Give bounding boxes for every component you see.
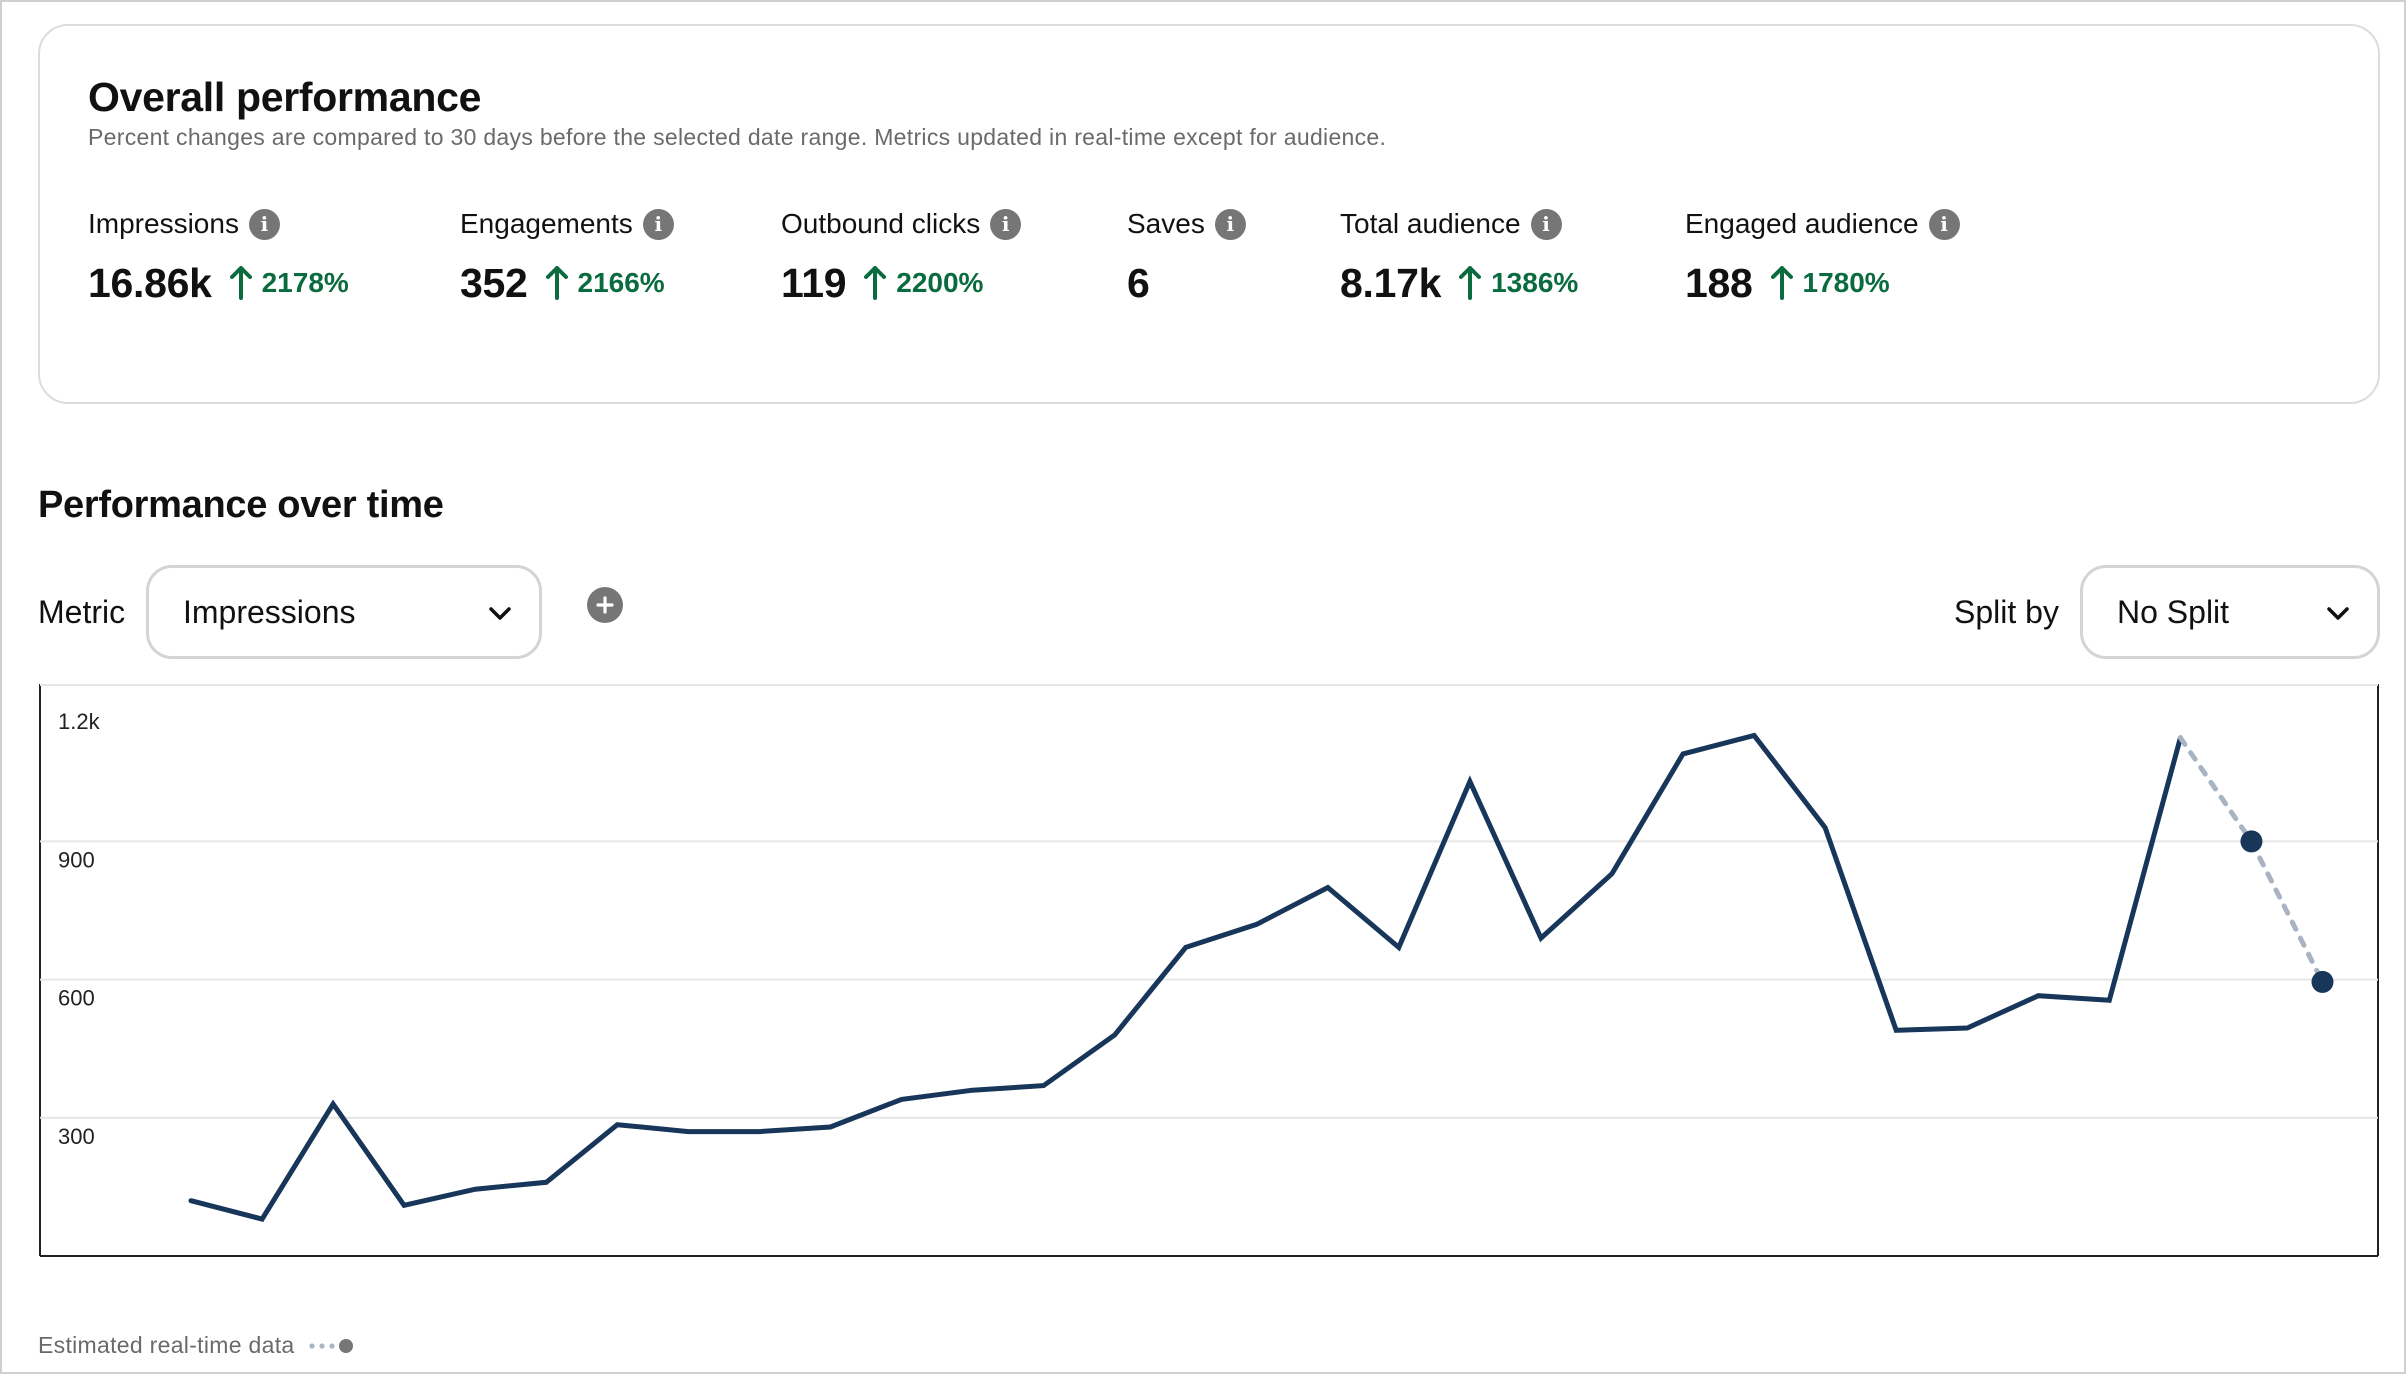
estimated-point: [2240, 830, 2263, 853]
metric-value: 188: [1685, 259, 1753, 306]
chevron-down-icon: [489, 607, 511, 620]
metric-label: Metric: [38, 594, 126, 630]
y-tick-label: 1.2k: [58, 709, 101, 734]
metric-change: 1780%: [1770, 266, 1890, 300]
info-icon[interactable]: i: [642, 208, 674, 240]
estimated-point: [2311, 970, 2334, 993]
metric-label: Engaged audience: [1685, 208, 1919, 239]
metric-total-audience: Total audience i 8.17k 1386%: [1340, 204, 1578, 308]
card-subtitle: Percent changes are compared to 30 days …: [88, 124, 1387, 150]
estimated-series-line: [2177, 735, 2325, 985]
split-select-value: No Split: [2117, 593, 2230, 630]
info-icon[interactable]: i: [1214, 208, 1246, 240]
metric-change-value: 1780%: [1802, 267, 1890, 298]
metric-change-value: 2200%: [896, 267, 984, 298]
metric-value: 6: [1127, 259, 1150, 306]
metric-label: Engagements: [460, 208, 633, 239]
metric-value: 8.17k: [1340, 259, 1442, 306]
metric-change: 2166%: [545, 266, 665, 300]
metric-label: Outbound clicks: [781, 208, 981, 239]
metric-change: 2178%: [229, 266, 349, 300]
metric-select[interactable]: Impressions: [146, 565, 542, 659]
metric-change-value: 2178%: [261, 267, 349, 298]
up-arrow-icon: [864, 266, 887, 300]
metric-change-value: 2166%: [577, 267, 665, 298]
up-arrow-icon: [1459, 266, 1482, 300]
estimated-data-swatch: [309, 1338, 354, 1353]
metric-select-value: Impressions: [183, 593, 356, 630]
metric-value: 119: [781, 259, 847, 306]
metric-engaged-audience: Engaged audience i 188 1780%: [1685, 204, 1960, 308]
y-tick-label: 900: [58, 847, 95, 872]
info-icon[interactable]: i: [1928, 208, 1960, 240]
y-tick-label: 600: [58, 986, 95, 1011]
metric-engagements: Engagements i 352 2166%: [460, 204, 674, 308]
metric-change: 2200%: [864, 266, 983, 300]
card-title: Overall performance: [88, 74, 482, 120]
overall-performance-card: Overall performance Percent changes are …: [38, 24, 2380, 404]
metric-change: 1386%: [1459, 266, 1578, 300]
y-tick-label: 300: [58, 1124, 95, 1149]
split-by-label: Split by: [1954, 594, 2059, 630]
metric-value: 16.86k: [88, 259, 212, 306]
chevron-down-icon: [2327, 607, 2349, 620]
metric-impressions: Impressions i 16.86k 2178%: [88, 204, 349, 308]
info-icon[interactable]: i: [1530, 208, 1562, 240]
section-title: Performance over time: [38, 484, 444, 526]
up-arrow-icon: [229, 266, 252, 300]
legend-label: Estimated real-time data: [38, 1332, 295, 1358]
chart-svg: 1.2k900600300Apr 9Apr 13Apr 17Apr 21Apr …: [39, 684, 2379, 1257]
metric-label: Saves: [1127, 208, 1205, 239]
metric-label: Total audience: [1340, 208, 1521, 239]
info-icon[interactable]: i: [248, 208, 280, 240]
plus-icon: [596, 596, 614, 614]
metric-label: Impressions: [88, 208, 239, 239]
add-metric-button[interactable]: [587, 587, 623, 623]
up-arrow-icon: [545, 266, 568, 300]
performance-chart: 1.2k900600300Apr 9Apr 13Apr 17Apr 21Apr …: [38, 684, 2380, 1258]
metric-outbound-clicks: Outbound clicks i 119 2200%: [781, 204, 1022, 308]
up-arrow-icon: [1770, 266, 1793, 300]
info-icon[interactable]: i: [990, 208, 1022, 240]
impressions-series-line: [188, 732, 2183, 1222]
metric-change-value: 1386%: [1491, 267, 1579, 298]
metric-saves: Saves i 6: [1127, 204, 1246, 308]
split-by-select[interactable]: No Split: [2080, 565, 2380, 659]
legend: Estimated real-time data: [38, 1332, 354, 1359]
metric-value: 352: [460, 259, 528, 306]
